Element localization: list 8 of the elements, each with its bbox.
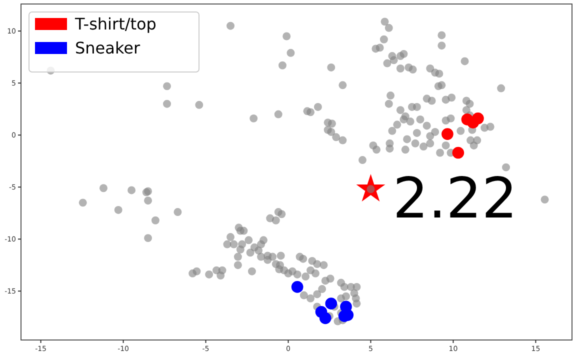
point <box>291 281 304 293</box>
point <box>319 312 332 324</box>
annotation: 2.22 <box>392 166 518 232</box>
point <box>325 298 338 310</box>
point <box>452 146 464 159</box>
point <box>442 128 454 140</box>
legend-label: T-shirt/top <box>74 14 156 34</box>
legend-label: Sneaker <box>75 38 140 58</box>
